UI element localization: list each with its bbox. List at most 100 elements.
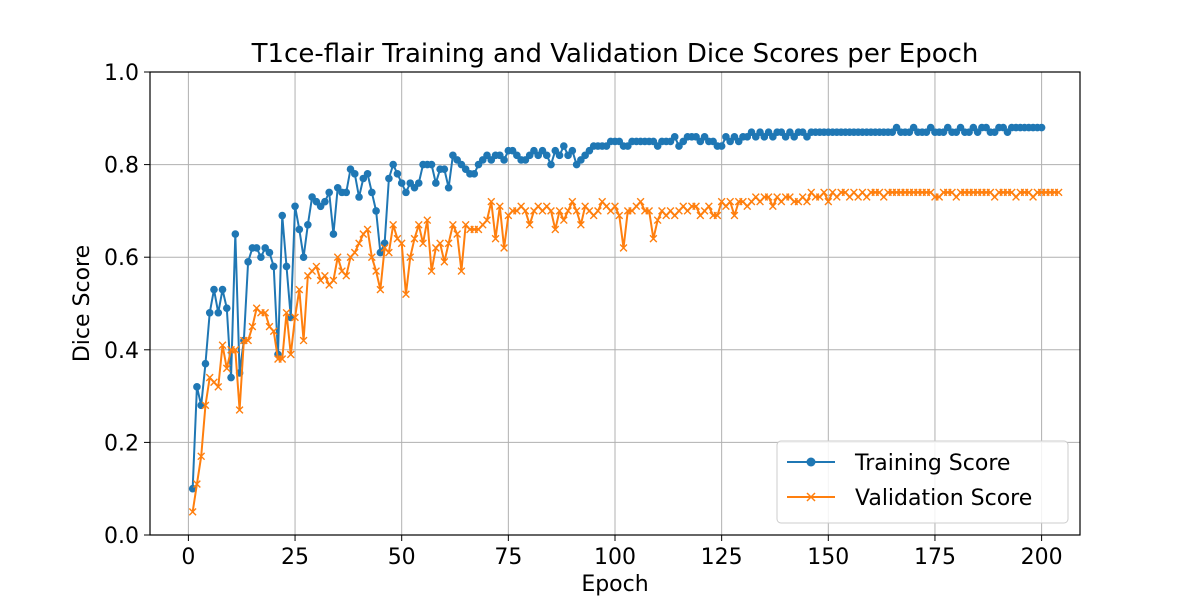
data-point xyxy=(551,225,560,234)
data-point xyxy=(193,480,201,488)
legend-box xyxy=(776,440,1069,524)
x-tick-label: 100 xyxy=(594,545,636,570)
data-point xyxy=(726,197,735,206)
data-point xyxy=(525,220,534,229)
data-point xyxy=(419,239,427,248)
data-point xyxy=(299,253,308,261)
chart-title: T1ce-flair Training and Validation Dice … xyxy=(251,39,979,69)
data-point xyxy=(222,364,231,373)
data-point xyxy=(568,146,577,155)
tick-layer: 0 25 50 75 100 125 150 175 200 0.0 0.2 0.4 0.6 0.8 1.0 xyxy=(104,61,1063,570)
data-point xyxy=(560,142,568,150)
data-point xyxy=(342,188,351,197)
data-point xyxy=(278,355,287,363)
data-point xyxy=(594,207,602,215)
data-point xyxy=(432,179,440,187)
legend-label: Training Score xyxy=(854,451,1010,476)
data-point xyxy=(214,308,223,317)
data-point xyxy=(436,239,444,248)
data-point xyxy=(295,225,304,234)
data-point xyxy=(372,267,380,275)
data-point xyxy=(205,308,214,317)
legend: Training Score Validation Score xyxy=(776,440,1069,524)
y-tick-label: 0.4 xyxy=(104,339,139,364)
data-point xyxy=(278,211,287,220)
data-point xyxy=(321,197,329,206)
data-point xyxy=(713,211,722,220)
data-point xyxy=(201,359,210,368)
data-point xyxy=(397,179,406,187)
data-point xyxy=(265,248,274,257)
data-point xyxy=(572,207,581,215)
x-tick-label: 50 xyxy=(388,545,416,570)
data-point xyxy=(730,211,739,220)
data-point xyxy=(692,202,700,211)
data-point xyxy=(803,197,811,206)
data-point xyxy=(368,188,376,197)
data-point xyxy=(193,383,201,391)
legend-entry: Validation Score xyxy=(787,486,1032,511)
data-point xyxy=(222,304,231,312)
data-point xyxy=(299,336,308,345)
x-tick-label: 150 xyxy=(807,545,849,570)
data-point xyxy=(227,373,235,382)
data-point xyxy=(764,193,773,201)
legend-marker xyxy=(806,457,816,467)
y-tick-label: 1.0 xyxy=(104,61,139,86)
data-point xyxy=(1037,123,1046,132)
legend-marker xyxy=(806,492,816,502)
x-tick-label: 25 xyxy=(281,545,309,570)
data-point xyxy=(244,336,253,345)
data-point xyxy=(444,183,453,192)
data-point xyxy=(329,276,338,285)
series-training xyxy=(188,123,1046,493)
data-point xyxy=(214,382,223,391)
data-point xyxy=(555,207,564,215)
data-point xyxy=(402,188,410,197)
series-validation xyxy=(188,188,1063,516)
data-point xyxy=(231,230,240,238)
data-point xyxy=(547,160,555,169)
legend-entries: Training Score Validation Score xyxy=(787,451,1032,511)
data-point xyxy=(414,179,423,187)
data-point xyxy=(342,271,351,280)
data-point xyxy=(491,234,500,243)
data-point xyxy=(542,151,551,160)
data-point xyxy=(427,160,436,169)
data-point xyxy=(329,230,338,238)
data-point xyxy=(611,202,619,211)
data-point xyxy=(355,193,363,201)
data-point xyxy=(282,308,291,317)
data-point xyxy=(670,133,679,141)
data-point xyxy=(201,401,210,410)
data-point xyxy=(406,253,415,262)
data-point xyxy=(636,197,645,206)
data-point xyxy=(261,308,270,317)
x-axis-label: Epoch xyxy=(581,572,648,597)
data-point xyxy=(385,174,393,183)
data-point xyxy=(197,452,206,461)
x-tick-label: 0 xyxy=(181,545,195,570)
data-point xyxy=(291,202,299,211)
data-point xyxy=(376,285,385,294)
data-point xyxy=(444,239,453,248)
data-point xyxy=(824,197,833,206)
y-axis-label: Dice Score xyxy=(70,245,95,362)
x-tick-label: 75 xyxy=(494,545,522,570)
data-point xyxy=(321,271,329,280)
x-tick-label: 200 xyxy=(1021,545,1063,570)
data-point xyxy=(410,234,419,243)
data-point xyxy=(325,188,333,197)
data-point xyxy=(564,207,572,215)
data-point xyxy=(559,216,568,225)
x-tick-label: 175 xyxy=(914,545,956,570)
data-point xyxy=(423,216,432,225)
data-point xyxy=(367,253,376,262)
data-point xyxy=(568,197,577,206)
data-point xyxy=(576,220,585,229)
data-point xyxy=(286,350,295,359)
data-point xyxy=(282,262,291,271)
y-tick-label: 0.8 xyxy=(104,154,139,179)
data-point xyxy=(197,401,205,410)
